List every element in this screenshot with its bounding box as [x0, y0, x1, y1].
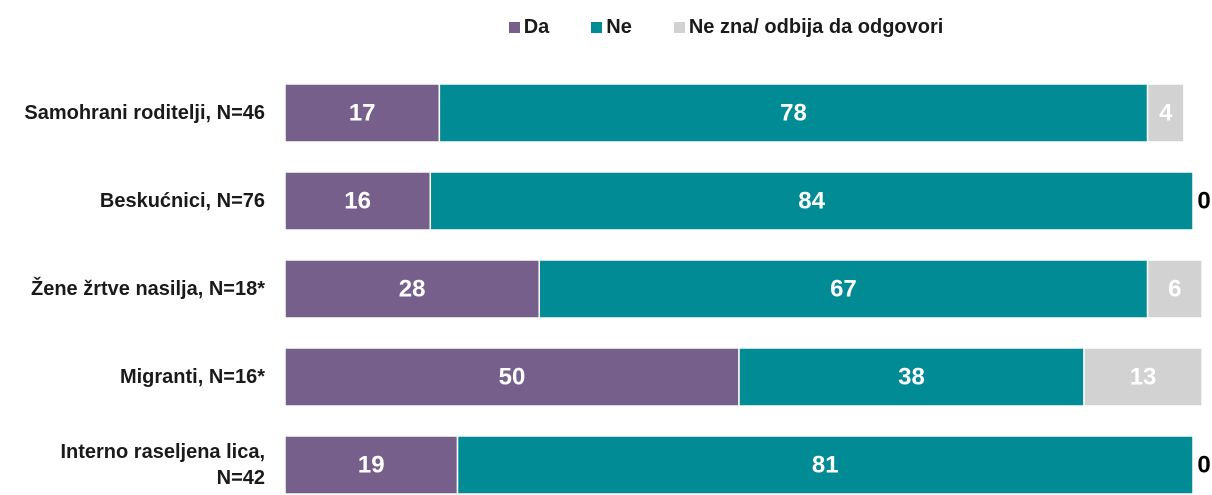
category-label: Žene žrtve nasilja, N=18* [30, 278, 265, 300]
bar-segment [284, 259, 540, 319]
value-label: 4 [1159, 100, 1173, 127]
value-label: 28 [399, 276, 426, 303]
bar-segment [284, 435, 459, 495]
value-label: 13 [1130, 364, 1157, 391]
value-label: 0 [1197, 452, 1210, 479]
value-label: 50 [499, 364, 526, 391]
bar-segment [284, 83, 441, 143]
value-label: 84 [798, 188, 825, 215]
legend-swatch [508, 22, 520, 33]
bar-segment [284, 171, 432, 231]
legend-swatch [673, 22, 685, 33]
value-label: 67 [830, 276, 857, 303]
value-label: 38 [898, 364, 925, 391]
value-label: 81 [812, 452, 839, 479]
value-label: 0 [1197, 188, 1210, 215]
bar-segment [456, 435, 1194, 495]
legend-item: Ne zna/ odbija da odgovori [673, 16, 944, 39]
category-label: Migranti, N=16* [119, 366, 265, 388]
legend-item: Ne [591, 16, 632, 39]
legend-label: Da [523, 16, 550, 38]
bar-segment [284, 347, 740, 407]
value-label: 6 [1168, 276, 1181, 303]
bar-segment [1083, 347, 1203, 407]
legend-label: Ne [606, 16, 632, 38]
category-label: Beskućnici, N=76 [99, 190, 265, 212]
legend-item: Da [508, 16, 550, 39]
bar-segment [1146, 83, 1185, 143]
value-label: 19 [358, 452, 385, 479]
category-label: Samohrani roditelji, N=46 [24, 102, 265, 124]
value-label: 78 [780, 100, 807, 127]
value-label: 16 [344, 188, 371, 215]
legend-label: Ne zna/ odbija da odgovori [688, 16, 944, 38]
bar-segment [1146, 259, 1203, 319]
bar-segment [738, 347, 1085, 407]
legend: Da Ne Ne zna/ odbija da odgovori [0, 16, 1212, 39]
category-label: Interno raseljena lica, N=42 [60, 441, 265, 489]
bar-segment [538, 259, 1149, 319]
value-label: 17 [349, 100, 376, 127]
legend-swatch [591, 22, 603, 33]
bar-segment [429, 171, 1194, 231]
